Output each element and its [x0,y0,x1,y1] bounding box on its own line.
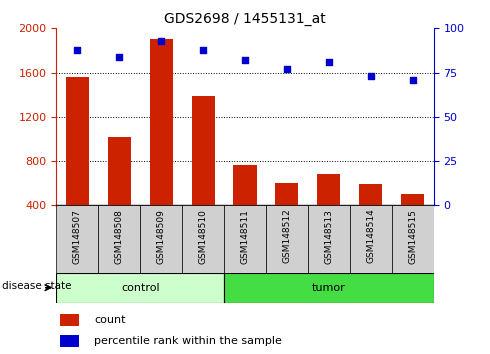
Text: GSM148511: GSM148511 [241,209,249,264]
Bar [192,96,215,205]
Text: control: control [121,282,160,293]
Bar [224,273,434,303]
Bar [401,194,424,205]
Text: GSM148507: GSM148507 [73,209,82,264]
Bar [266,205,308,273]
Text: GSM148513: GSM148513 [324,209,333,264]
Text: disease state: disease state [2,281,72,291]
Text: GSM148512: GSM148512 [282,209,292,263]
Bar [233,166,257,205]
Bar [182,205,224,273]
Point [74,47,81,52]
Text: GSM148510: GSM148510 [198,209,208,264]
Text: count: count [94,315,125,325]
Text: percentile rank within the sample: percentile rank within the sample [94,336,282,346]
Title: GDS2698 / 1455131_at: GDS2698 / 1455131_at [164,12,326,26]
Bar [56,273,224,303]
Text: GSM148509: GSM148509 [157,209,166,264]
Bar [140,205,182,273]
Point [115,54,123,59]
Text: GSM148508: GSM148508 [115,209,124,264]
Bar [359,184,382,205]
Bar [224,205,266,273]
Text: GSM148515: GSM148515 [408,209,417,264]
Point [367,73,375,79]
Point [283,66,291,72]
Bar [149,39,172,205]
Point [157,38,165,44]
Point [325,59,333,65]
Bar [308,205,350,273]
Point [199,47,207,52]
Point [241,57,249,63]
Bar [98,205,140,273]
Bar [318,175,341,205]
Bar [60,335,79,347]
Bar [350,205,392,273]
Point [409,77,416,82]
Bar [392,205,434,273]
Bar [66,77,89,205]
Bar [275,183,298,205]
Bar [60,314,79,326]
Bar [56,205,98,273]
Text: tumor: tumor [312,282,346,293]
Text: GSM148514: GSM148514 [366,209,375,263]
Bar [108,137,131,205]
